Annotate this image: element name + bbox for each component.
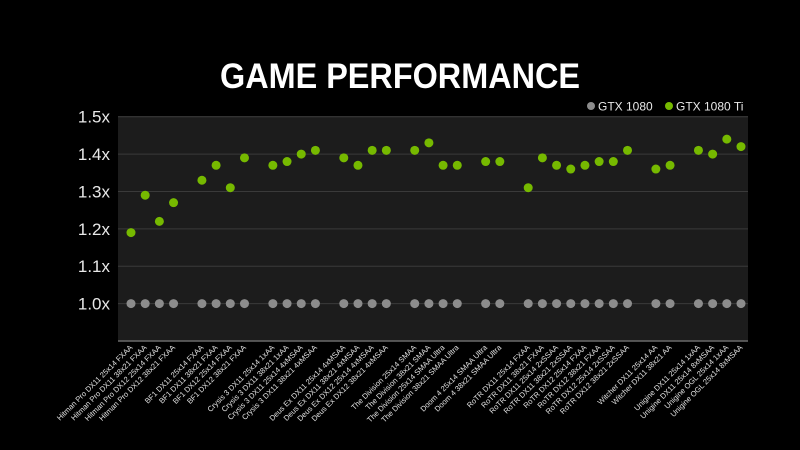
point-gtx-1080 (282, 299, 292, 309)
point-gtx-1080-ti (651, 164, 661, 174)
point-gtx-1080-ti (296, 149, 306, 159)
point-gtx-1080-ti (126, 228, 136, 238)
point-gtx-1080-ti (537, 153, 547, 163)
legend-label-gtx-1080: GTX 1080 (598, 100, 653, 114)
point-gtx-1080 (339, 299, 349, 309)
point-gtx-1080 (239, 299, 249, 309)
point-gtx-1080 (623, 299, 633, 309)
point-gtx-1080 (197, 299, 207, 309)
point-gtx-1080-ti (268, 160, 278, 170)
point-gtx-1080-ti (339, 153, 349, 163)
point-gtx-1080-ti (225, 183, 235, 193)
point-gtx-1080-ti (708, 149, 718, 159)
point-gtx-1080-ti (594, 157, 604, 167)
point-gtx-1080 (154, 299, 164, 309)
legend-marker-gtx-1080-ti (665, 102, 673, 110)
point-gtx-1080 (580, 299, 590, 309)
point-gtx-1080-ti (169, 198, 179, 208)
point-gtx-1080-ti (239, 153, 249, 163)
point-gtx-1080 (452, 299, 462, 309)
point-gtx-1080-ti (552, 160, 562, 170)
point-gtx-1080 (722, 299, 732, 309)
point-gtx-1080-ti (310, 145, 320, 155)
point-gtx-1080 (126, 299, 136, 309)
point-gtx-1080-ti (424, 138, 434, 148)
data-points (126, 134, 746, 309)
gridlines (118, 116, 748, 305)
point-gtx-1080-ti (211, 160, 221, 170)
chart-title: GAME PERFORMANCE (220, 57, 580, 96)
point-gtx-1080-ti (438, 160, 448, 170)
point-gtx-1080 (594, 299, 604, 309)
point-gtx-1080-ti (495, 157, 505, 167)
point-gtx-1080 (495, 299, 505, 309)
point-gtx-1080 (608, 299, 618, 309)
point-gtx-1080 (225, 299, 235, 309)
point-gtx-1080 (537, 299, 547, 309)
y-tick-label: 1.4x (78, 145, 111, 164)
y-tick-label: 1.3x (78, 182, 111, 201)
point-gtx-1080-ti (608, 157, 618, 167)
point-gtx-1080-ti (481, 157, 491, 167)
point-gtx-1080-ti (154, 216, 164, 226)
point-gtx-1080-ti (722, 134, 732, 144)
point-gtx-1080-ti (282, 157, 292, 167)
point-gtx-1080 (424, 299, 434, 309)
point-gtx-1080 (566, 299, 576, 309)
legend: GTX 1080 GTX 1080 Ti (587, 100, 743, 114)
point-gtx-1080 (367, 299, 377, 309)
point-gtx-1080 (481, 299, 491, 309)
point-gtx-1080 (736, 299, 746, 309)
point-gtx-1080-ti (580, 160, 590, 170)
point-gtx-1080 (381, 299, 391, 309)
point-gtx-1080-ti (736, 142, 746, 152)
point-gtx-1080-ti (566, 164, 576, 174)
point-gtx-1080-ti (623, 145, 633, 155)
point-gtx-1080-ti (353, 160, 363, 170)
y-axis-ticks: 1.0x 1.1x 1.2x 1.3x 1.4x 1.5x (78, 108, 111, 314)
point-gtx-1080 (651, 299, 661, 309)
legend-label-gtx-1080-ti: GTX 1080 Ti (676, 100, 743, 114)
point-gtx-1080 (693, 299, 703, 309)
point-gtx-1080 (169, 299, 179, 309)
y-tick-label: 1.2x (78, 220, 111, 239)
y-tick-label: 1.5x (78, 108, 111, 127)
point-gtx-1080 (310, 299, 320, 309)
point-gtx-1080 (211, 299, 221, 309)
point-gtx-1080-ti (381, 145, 391, 155)
legend-marker-gtx-1080 (587, 102, 595, 110)
point-gtx-1080-ti (140, 190, 150, 200)
point-gtx-1080-ti (693, 145, 703, 155)
point-gtx-1080-ti (197, 175, 207, 185)
point-gtx-1080-ti (665, 160, 675, 170)
point-gtx-1080 (552, 299, 562, 309)
point-gtx-1080 (665, 299, 675, 309)
point-gtx-1080 (523, 299, 533, 309)
point-gtx-1080-ti (410, 145, 420, 155)
point-gtx-1080-ti (452, 160, 462, 170)
y-tick-label: 1.0x (78, 295, 111, 314)
point-gtx-1080 (296, 299, 306, 309)
point-gtx-1080 (410, 299, 420, 309)
point-gtx-1080 (140, 299, 150, 309)
point-gtx-1080 (353, 299, 363, 309)
y-tick-label: 1.1x (78, 257, 111, 276)
point-gtx-1080 (708, 299, 718, 309)
point-gtx-1080 (268, 299, 278, 309)
point-gtx-1080-ti (523, 183, 533, 193)
point-gtx-1080-ti (367, 145, 377, 155)
point-gtx-1080 (438, 299, 448, 309)
